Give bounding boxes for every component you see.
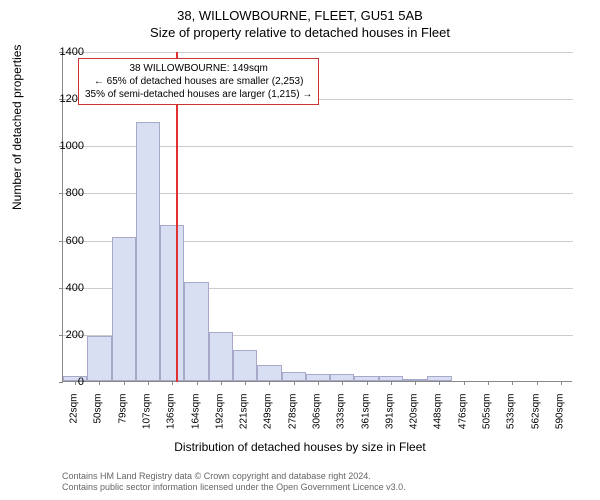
- x-tick-label: 164sqm: [190, 394, 201, 442]
- bar: [233, 350, 257, 381]
- bar: [136, 122, 160, 381]
- x-tick: [221, 381, 222, 385]
- y-tick-label: 800: [44, 187, 84, 199]
- x-tick: [488, 381, 489, 385]
- y-tick-label: 400: [44, 282, 84, 294]
- x-tick-label: 50sqm: [93, 394, 104, 442]
- bar: [160, 225, 184, 381]
- x-tick-label: 22sqm: [69, 394, 80, 442]
- x-tick: [464, 381, 465, 385]
- x-tick: [318, 381, 319, 385]
- x-tick: [197, 381, 198, 385]
- x-tick-label: 420sqm: [409, 394, 420, 442]
- x-tick-label: 505sqm: [482, 394, 493, 442]
- title-sub: Size of property relative to detached ho…: [0, 23, 600, 40]
- y-tick-label: 600: [44, 235, 84, 247]
- bar: [87, 336, 111, 381]
- x-tick: [439, 381, 440, 385]
- x-tick-label: 391sqm: [384, 394, 395, 442]
- footer: Contains HM Land Registry data © Crown c…: [62, 471, 406, 494]
- x-tick: [124, 381, 125, 385]
- x-tick-label: 361sqm: [360, 394, 371, 442]
- annotation-line-1: 38 WILLOWBOURNE: 149sqm: [85, 62, 312, 75]
- y-tick-label: 1400: [44, 46, 84, 58]
- x-tick-label: 533sqm: [506, 394, 517, 442]
- footer-line-1: Contains HM Land Registry data © Crown c…: [62, 471, 406, 483]
- x-axis-label: Distribution of detached houses by size …: [0, 440, 600, 454]
- x-tick: [415, 381, 416, 385]
- annotation-line-2: ← 65% of detached houses are smaller (2,…: [85, 75, 312, 88]
- x-tick: [537, 381, 538, 385]
- x-tick: [367, 381, 368, 385]
- y-tick-label: 200: [44, 329, 84, 341]
- x-tick-label: 192sqm: [214, 394, 225, 442]
- x-tick: [245, 381, 246, 385]
- footer-line-2: Contains public sector information licen…: [62, 482, 406, 494]
- x-tick: [342, 381, 343, 385]
- x-tick-label: 333sqm: [336, 394, 347, 442]
- x-tick-label: 278sqm: [287, 394, 298, 442]
- x-tick: [294, 381, 295, 385]
- bar: [330, 374, 354, 381]
- x-tick-label: 136sqm: [166, 394, 177, 442]
- x-tick-label: 221sqm: [239, 394, 250, 442]
- x-tick-label: 562sqm: [530, 394, 541, 442]
- x-tick: [561, 381, 562, 385]
- x-tick-label: 448sqm: [433, 394, 444, 442]
- x-tick: [269, 381, 270, 385]
- x-tick: [172, 381, 173, 385]
- y-tick-label: 0: [44, 376, 84, 388]
- x-tick-label: 249sqm: [263, 394, 274, 442]
- x-tick-label: 306sqm: [312, 394, 323, 442]
- x-tick: [148, 381, 149, 385]
- bar: [282, 372, 306, 381]
- bar: [306, 374, 330, 381]
- bar: [209, 332, 233, 382]
- grid-line: [63, 52, 573, 53]
- annotation-box: 38 WILLOWBOURNE: 149sqm ← 65% of detache…: [78, 58, 319, 105]
- annotation-line-3: 35% of semi-detached houses are larger (…: [85, 88, 312, 101]
- bar: [112, 237, 136, 381]
- x-tick: [99, 381, 100, 385]
- x-tick-label: 107sqm: [142, 394, 153, 442]
- x-tick-label: 79sqm: [117, 394, 128, 442]
- bar: [184, 282, 208, 381]
- y-tick-label: 1000: [44, 140, 84, 152]
- y-axis-label: Number of detached properties: [10, 45, 24, 210]
- x-tick-label: 476sqm: [457, 394, 468, 442]
- bar: [257, 365, 281, 382]
- title-main: 38, WILLOWBOURNE, FLEET, GU51 5AB: [0, 0, 600, 23]
- x-tick: [512, 381, 513, 385]
- x-tick: [391, 381, 392, 385]
- x-tick-label: 590sqm: [554, 394, 565, 442]
